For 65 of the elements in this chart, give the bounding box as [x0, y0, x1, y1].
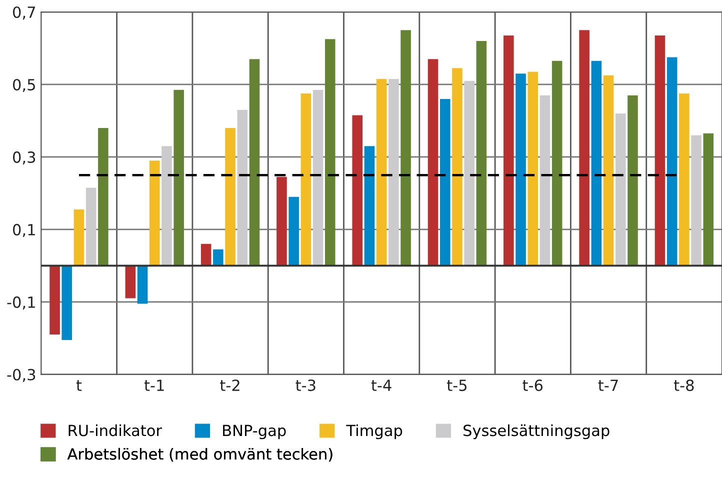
bar [452, 68, 462, 266]
bar [237, 110, 248, 266]
bar [364, 146, 375, 266]
bar [654, 36, 666, 266]
bar [149, 160, 160, 266]
bar [137, 266, 148, 304]
y-tick-label: 0,5 [13, 78, 35, 92]
bar [476, 40, 487, 266]
x-tick-label: t-3 [296, 380, 316, 392]
legend-label: RU-indikator [68, 424, 162, 436]
bar [200, 244, 212, 266]
bar [74, 210, 84, 266]
bar [162, 146, 172, 266]
bar [428, 59, 438, 266]
bar [591, 60, 602, 266]
bar [703, 133, 714, 266]
bar [504, 36, 514, 266]
bar [86, 188, 96, 266]
bar [628, 95, 638, 266]
y-tick-label: 0,3 [13, 151, 36, 165]
y-tick-label: -0,1 [7, 296, 35, 310]
bar [125, 266, 136, 298]
bar [440, 98, 450, 266]
x-tick-label: t-4 [371, 380, 392, 391]
x-tick-label: t [76, 380, 82, 391]
bar [300, 94, 312, 266]
bar [225, 128, 236, 266]
bar [249, 59, 260, 266]
bar [288, 196, 299, 266]
x-tick-label: t-2 [220, 380, 240, 391]
bar [50, 266, 60, 335]
y-tick-label: -0,3 [7, 368, 36, 382]
bar [98, 128, 108, 266]
bar [691, 135, 702, 266]
x-tick-label: t-6 [522, 380, 543, 392]
x-tick-label: t-8 [674, 380, 694, 392]
legend-label: Sysselsättningsgap [464, 424, 610, 440]
y-tick-label: 0,1 [13, 224, 35, 238]
x-tick-label: t-5 [447, 380, 467, 392]
bar [276, 176, 287, 266]
bar [679, 94, 690, 266]
bar [540, 95, 550, 266]
x-tick-label: t-1 [144, 380, 164, 391]
bar [388, 79, 399, 266]
bar [552, 60, 562, 266]
bar [579, 30, 590, 266]
y-tick-label: 0,7 [13, 6, 35, 20]
bar [666, 57, 678, 266]
bar [464, 80, 474, 266]
bar [324, 39, 336, 266]
legend-label: Timgap [346, 424, 402, 440]
bar [376, 79, 387, 266]
bar [213, 249, 224, 266]
bar [615, 113, 626, 266]
bar [400, 30, 411, 266]
bar [603, 75, 614, 266]
legend-label: Arbetslöshet (med omvänt tecken) [67, 448, 332, 462]
bar [174, 90, 184, 266]
bar [62, 266, 72, 340]
bar [528, 72, 538, 266]
x-tick-label: t-7 [598, 380, 618, 391]
bar [312, 90, 324, 266]
legend-label: BNP-gap [223, 424, 286, 440]
bar [516, 74, 526, 266]
bar [352, 115, 363, 266]
